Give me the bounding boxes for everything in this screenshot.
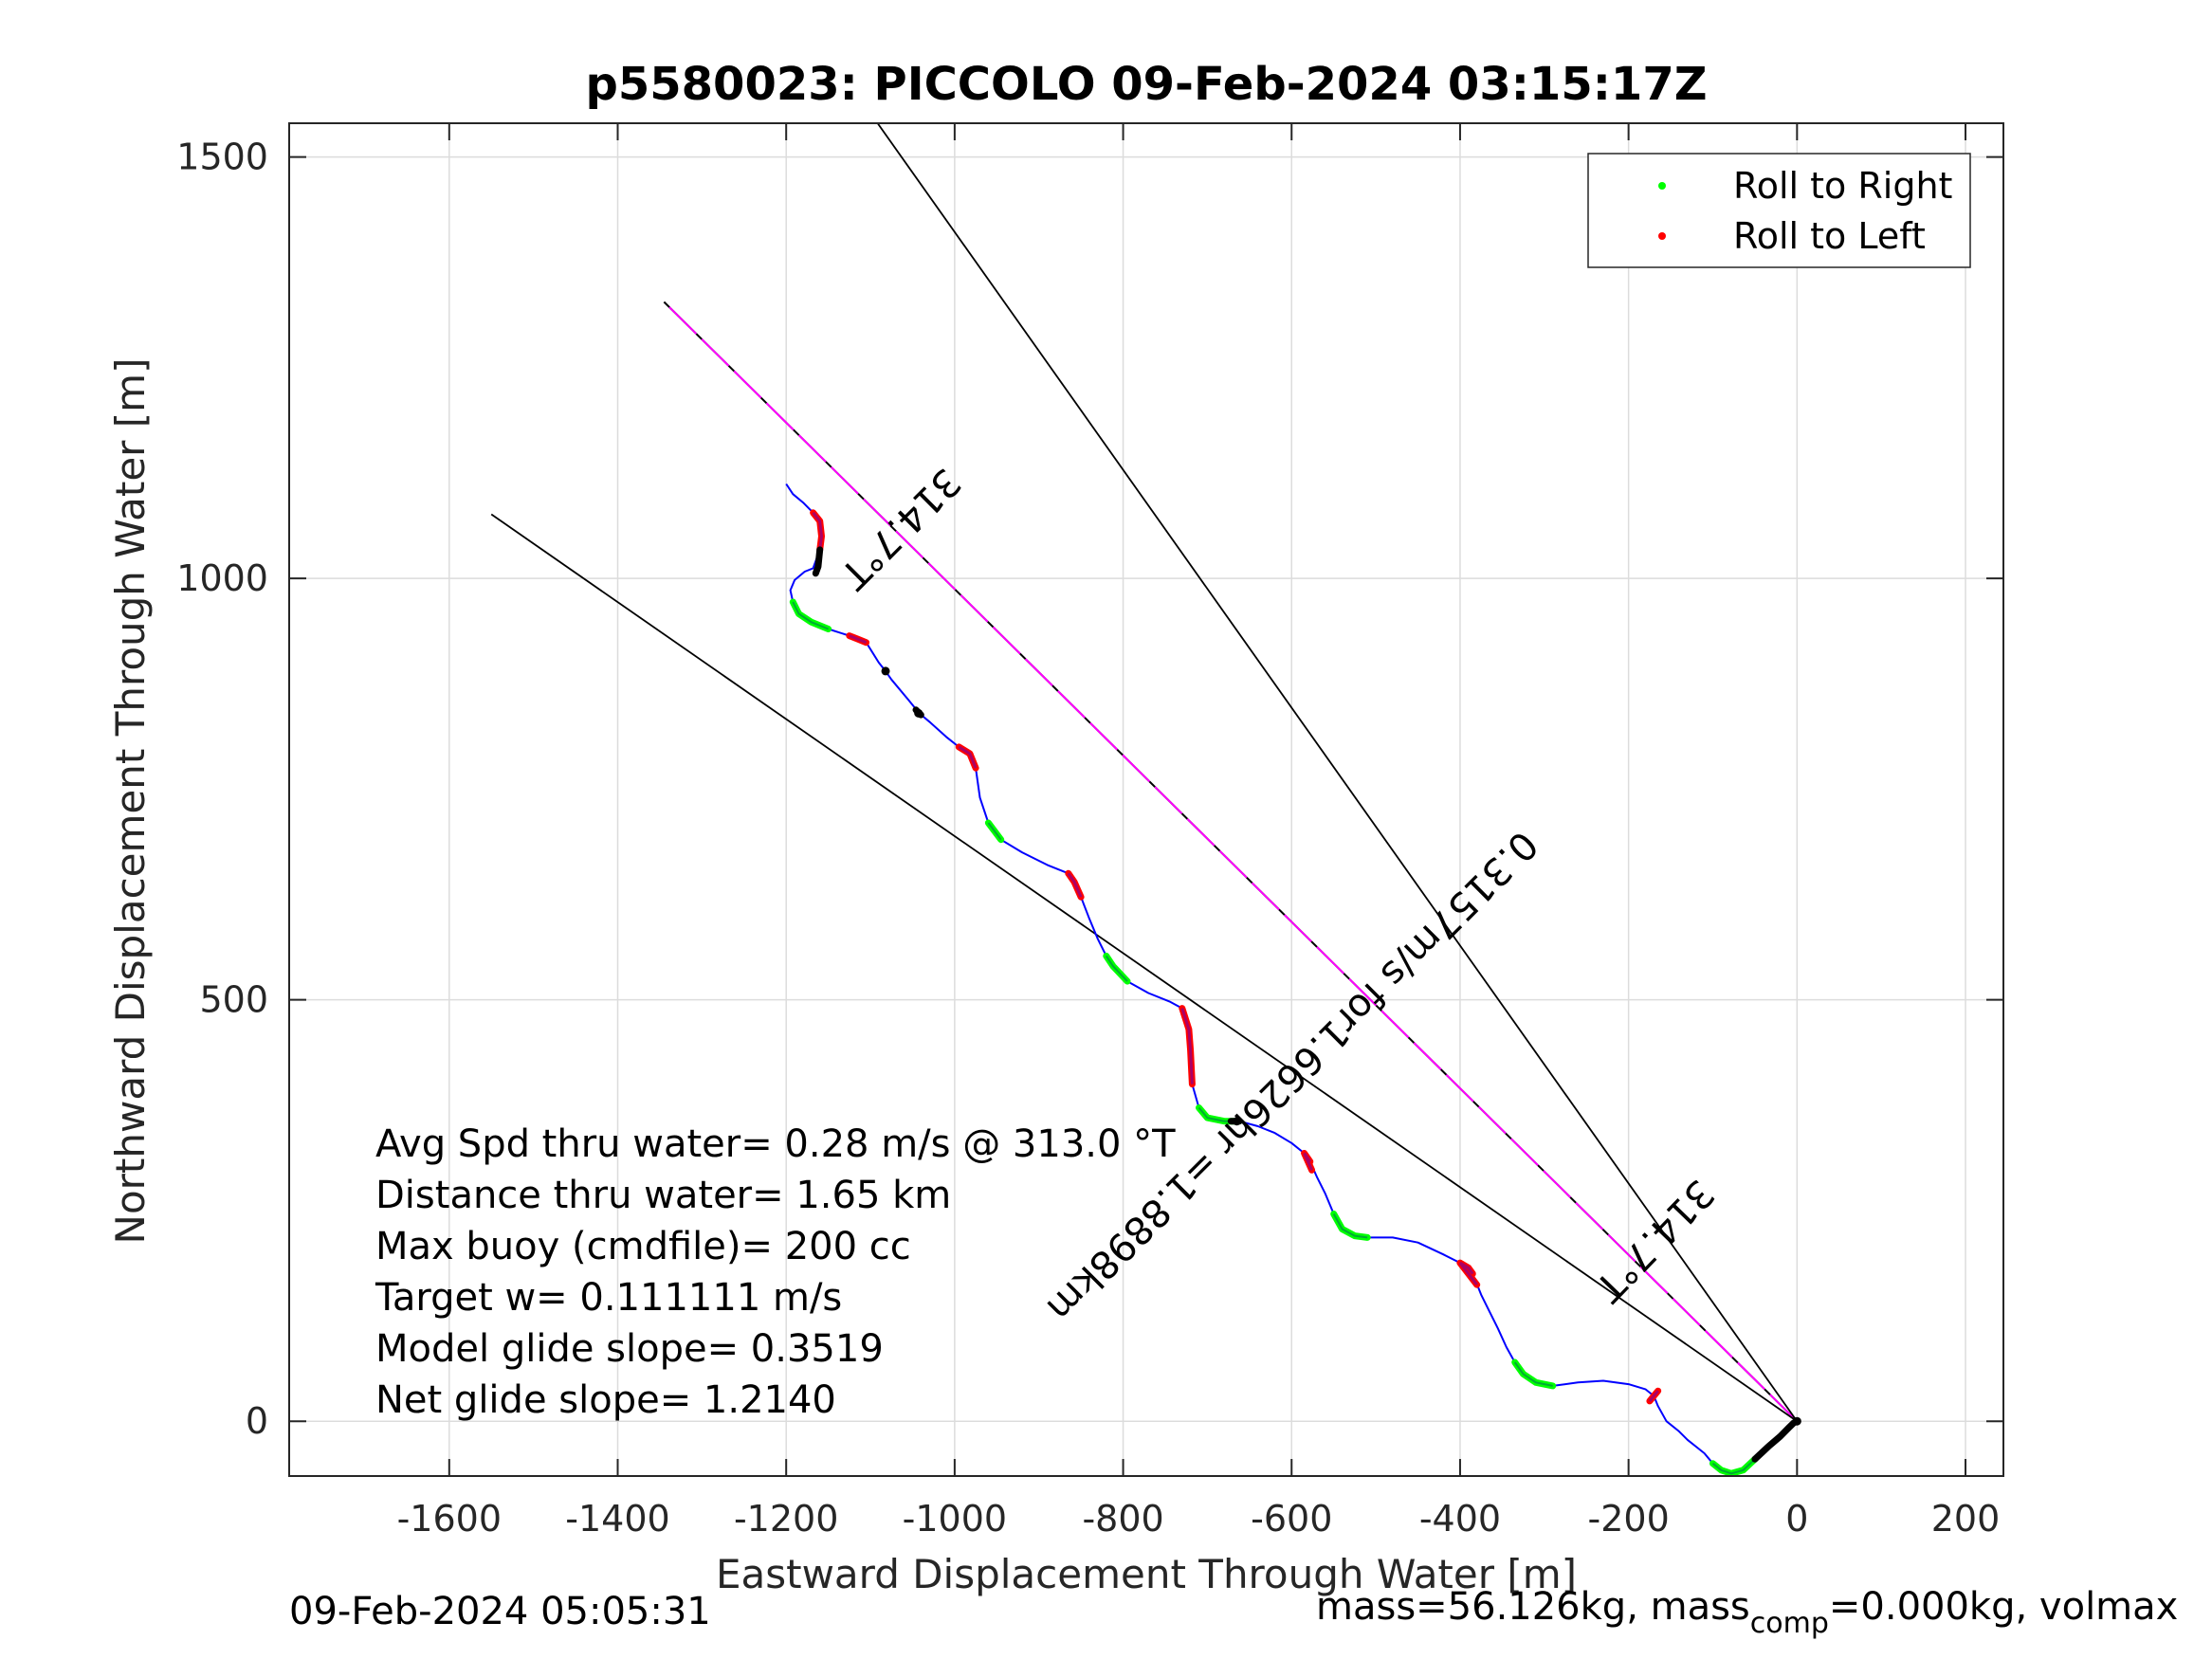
footer-mass-info: mass=56.126kg, masscomp=0.000kg, volmax xyxy=(1316,1585,2178,1640)
legend-marker-roll-right xyxy=(1658,182,1666,190)
axes-frame xyxy=(288,122,2004,1477)
dense-sample-segment xyxy=(1751,1417,1801,1463)
grid-lines xyxy=(289,123,2003,1476)
stats-block: Avg Spd thru water= 0.28 m/s @ 313.0 °T … xyxy=(375,1122,1176,1422)
annotation-label: 314.7°T xyxy=(1586,1171,1723,1310)
x-tick-label: -1400 xyxy=(565,1498,669,1540)
stat-target-w: Target w= 0.111111 m/s xyxy=(375,1276,842,1320)
roll-left-segment-core xyxy=(1303,1152,1313,1171)
roll-left-segment-core xyxy=(1648,1390,1659,1402)
x-tick-label: -400 xyxy=(1419,1498,1501,1540)
roll-right-segment-core xyxy=(1711,1458,1756,1475)
annotation-label: 314.7°T xyxy=(832,460,969,597)
x-tick-label: 200 xyxy=(1931,1498,2001,1540)
x-tick-label: -1200 xyxy=(734,1498,838,1540)
plot-area xyxy=(490,123,1801,1476)
chart-title: p5580023: PICCOLO 09-Feb-2024 03:15:17Z xyxy=(585,58,1707,111)
roll-right-segment-core xyxy=(1332,1213,1368,1239)
legend-label-roll-right: Roll to Right xyxy=(1733,165,1952,207)
y-tick-label: 1500 xyxy=(176,137,268,178)
axis-ticks: -1600 -1400 -1200 -1000 -800 -600 -400 -200 0 200… xyxy=(176,123,2003,1540)
stat-max-buoy: Max buoy (cmdfile)= 200 cc xyxy=(375,1225,911,1268)
x-tick-label: -1600 xyxy=(397,1498,502,1540)
x-tick-label: -600 xyxy=(1251,1498,1332,1540)
roll-left-segment-core xyxy=(812,511,824,551)
dense-sample-segment xyxy=(812,546,824,577)
y-tick-label: 1000 xyxy=(176,557,268,599)
x-axis-label: Eastward Displacement Through Water [m] xyxy=(716,1551,1577,1597)
sample-point xyxy=(914,708,923,718)
legend-box xyxy=(1587,153,1971,268)
x-tick-label: -1000 xyxy=(903,1498,1007,1540)
roll-right-segment xyxy=(789,598,832,632)
x-tick-label: 0 xyxy=(1785,1498,1808,1540)
upper-bound-line xyxy=(876,123,1799,1422)
legend-marker-roll-left xyxy=(1658,232,1666,240)
stat-avg-speed: Avg Spd thru water= 0.28 m/s @ 313.0 °T xyxy=(375,1122,1176,1166)
stat-distance: Distance thru water= 1.65 km xyxy=(375,1174,951,1217)
x-tick-label: -800 xyxy=(1082,1498,1163,1540)
stat-model-glide-slope: Model glide slope= 0.3519 xyxy=(375,1327,884,1371)
roll-right-segment xyxy=(1511,1358,1557,1390)
roll-right-segment-core xyxy=(1513,1361,1553,1387)
legend: Roll to Right Roll to Left xyxy=(1587,153,1971,268)
y-tick-label: 0 xyxy=(246,1400,268,1442)
sample-point xyxy=(881,666,890,676)
roll-left-segment-core xyxy=(958,745,978,769)
footer-timestamp: 09-Feb-2024 05:05:31 xyxy=(289,1590,711,1633)
roll-left-segment-core xyxy=(1067,872,1083,898)
legend-label-roll-left: Roll to Left xyxy=(1733,215,1926,257)
roll-left-segment-core xyxy=(1458,1261,1478,1286)
roll-right-segment-core xyxy=(987,822,1002,841)
y-axis-label: Northward Displacement Through Water [m] xyxy=(107,358,154,1245)
sample-point xyxy=(1233,1117,1242,1126)
lower-bound-line xyxy=(490,513,1798,1422)
roll-right-segment-core xyxy=(1105,955,1128,982)
y-tick-label: 500 xyxy=(199,979,268,1021)
roll-left-segment-core xyxy=(1180,1008,1194,1085)
roll-right-segment-core xyxy=(792,601,829,630)
course-line-magenta xyxy=(663,301,1799,1422)
x-tick-label: -200 xyxy=(1588,1498,1670,1540)
sample-point xyxy=(1792,1416,1801,1426)
roll-left-segment-core xyxy=(849,634,868,645)
stat-net-glide-slope: Net glide slope= 1.2140 xyxy=(375,1378,836,1422)
